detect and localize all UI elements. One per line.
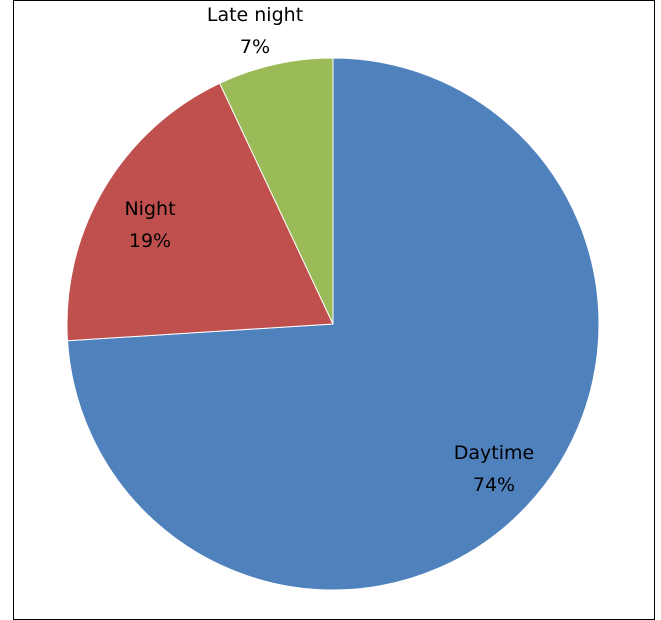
pie-slice-late-night — [219, 57, 334, 325]
pie-slice-night — [66, 82, 334, 342]
slice-value-late-night: 7% — [240, 36, 270, 58]
slice-value-daytime: 74% — [473, 474, 515, 496]
slice-value-night: 19% — [129, 230, 171, 252]
slice-label-night: Night — [124, 198, 175, 220]
pie-labels: Daytime 74% Night 19% Late night 7% — [124, 4, 534, 496]
pie-slices — [66, 57, 600, 591]
slice-label-daytime: Daytime — [454, 442, 534, 464]
slice-label-late-night: Late night — [207, 4, 303, 26]
